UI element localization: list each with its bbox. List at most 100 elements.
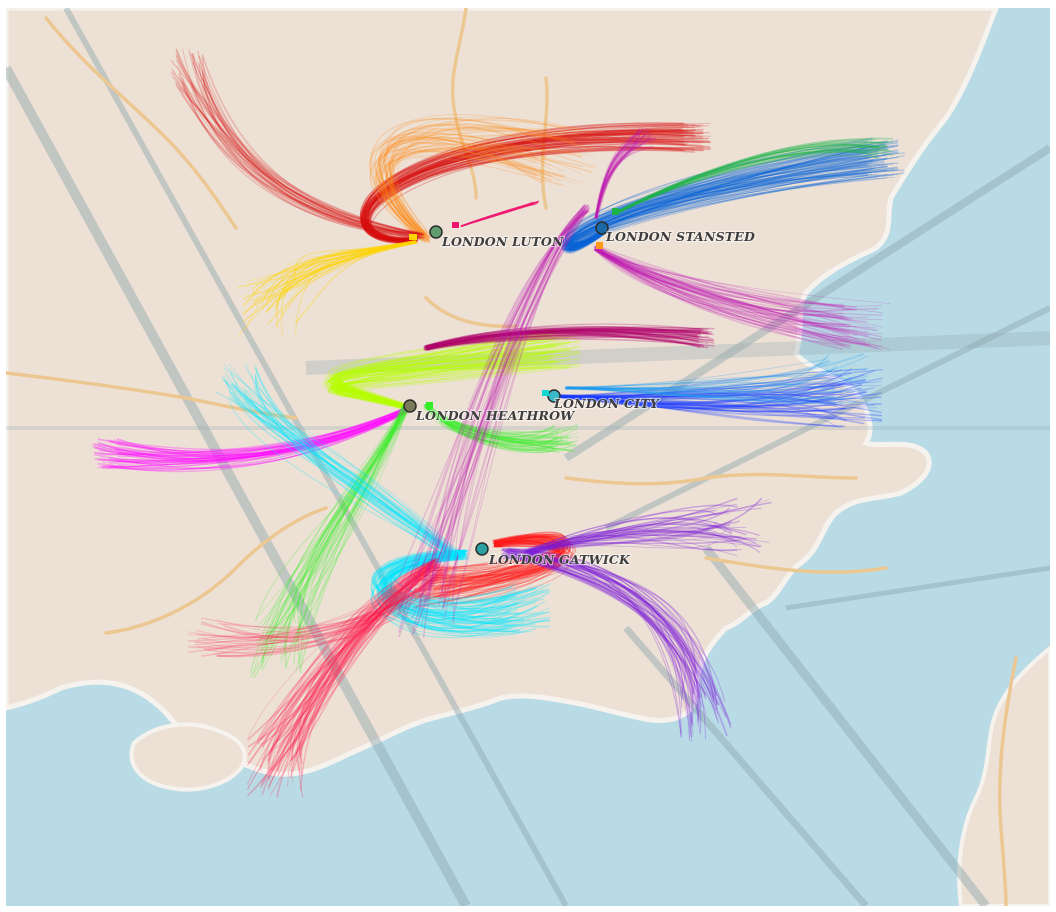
flight-track — [427, 406, 571, 452]
flight-track — [503, 553, 695, 705]
flight-track — [361, 124, 689, 242]
flight-track — [564, 365, 838, 394]
flight-track — [334, 327, 550, 409]
flight-track — [187, 571, 449, 639]
airport-marker-city[interactable] — [542, 389, 561, 403]
flight-track — [505, 555, 702, 699]
flight-track — [398, 204, 586, 587]
flight-track — [525, 499, 770, 552]
flight-track — [334, 358, 551, 411]
flight-track — [554, 394, 865, 425]
flight-track — [565, 144, 899, 249]
flight-track — [379, 139, 548, 240]
flight-track — [322, 355, 554, 407]
flight-track — [178, 72, 424, 236]
airport-marker-luton[interactable] — [409, 222, 459, 240]
flight-track — [424, 327, 702, 350]
flight-track — [564, 173, 868, 244]
flight-track — [326, 332, 551, 410]
flight-track — [425, 406, 560, 454]
flight-track — [509, 552, 686, 694]
flight-track — [564, 376, 844, 390]
flight-track — [266, 240, 416, 301]
flight-track — [398, 210, 586, 633]
flight-track — [529, 532, 738, 556]
airport-labels: LONDON LUTON LONDON STANSTED LONDON HEAT… — [414, 228, 756, 568]
flight-track — [330, 329, 577, 407]
flight-track — [334, 364, 567, 407]
flight-track — [555, 395, 837, 405]
flight-track-map[interactable]: LONDON LUTON LONDON STANSTED LONDON HEAT… — [6, 8, 1050, 906]
flight-track — [398, 204, 586, 638]
flight-track — [260, 410, 403, 669]
flight-track — [616, 141, 883, 213]
flight-track — [277, 565, 441, 777]
flight-track — [568, 153, 878, 245]
flight-track — [616, 140, 894, 215]
flight-track — [242, 240, 417, 314]
flight-track — [377, 552, 550, 603]
flight-track — [388, 553, 518, 618]
flight-track — [109, 406, 409, 452]
flight-track — [381, 555, 538, 629]
flight-track — [246, 240, 416, 282]
flight-track — [333, 360, 557, 408]
flight-track — [113, 409, 412, 459]
flight-track — [376, 127, 592, 238]
flight-track — [427, 403, 570, 439]
map-canvas[interactable]: LONDON LUTON LONDON STANSTED LONDON HEAT… — [6, 8, 1050, 906]
flight-track — [432, 535, 569, 572]
flight-track — [325, 341, 561, 410]
flight-track — [432, 534, 567, 579]
airport-marker-stansted[interactable] — [595, 208, 619, 249]
flight-track — [175, 50, 419, 241]
france-coast — [957, 645, 1050, 906]
flight-track — [274, 240, 418, 309]
flight-track — [617, 154, 881, 214]
flight-track — [195, 572, 451, 642]
flight-track — [527, 522, 747, 552]
flight-track — [426, 328, 700, 348]
flight-track — [510, 554, 718, 720]
flight-track — [92, 407, 409, 460]
flight-track — [509, 548, 707, 740]
flight-track — [424, 404, 579, 444]
flight-track — [525, 531, 761, 557]
flight-track — [597, 246, 870, 328]
airport-marker-heathrow[interactable] — [403, 399, 433, 413]
flight-track — [360, 122, 684, 244]
flight-track — [426, 327, 713, 349]
flight-track — [254, 368, 452, 562]
flight-track — [565, 157, 888, 249]
flight-track — [300, 409, 408, 646]
flight-track — [381, 552, 511, 624]
airport-marker-gatwick[interactable] — [458, 541, 502, 556]
flight-track — [593, 248, 850, 342]
flight-track — [267, 557, 438, 770]
flight-track — [421, 204, 590, 584]
flight-track — [389, 147, 583, 239]
flight-track — [175, 53, 419, 237]
flight-track — [383, 553, 550, 620]
flight-track — [510, 549, 694, 724]
flight-track — [363, 137, 684, 239]
flight-track — [596, 133, 653, 218]
flight-track — [384, 552, 534, 618]
flight-track — [507, 549, 732, 729]
flight-track — [526, 529, 738, 558]
flight-track — [380, 557, 517, 608]
flight-track — [558, 177, 888, 248]
flight-track — [397, 210, 590, 615]
flight-track — [379, 143, 582, 243]
flight-track — [283, 404, 405, 651]
flight-track — [561, 164, 869, 251]
flight-track — [392, 557, 544, 601]
flight-track — [595, 130, 640, 219]
flight-track — [554, 387, 862, 404]
flight-track — [427, 405, 559, 451]
flight-track — [334, 335, 576, 409]
flight-track — [334, 346, 555, 408]
flight-track — [287, 560, 433, 788]
flight-track — [554, 392, 882, 408]
flight-track — [412, 206, 586, 634]
